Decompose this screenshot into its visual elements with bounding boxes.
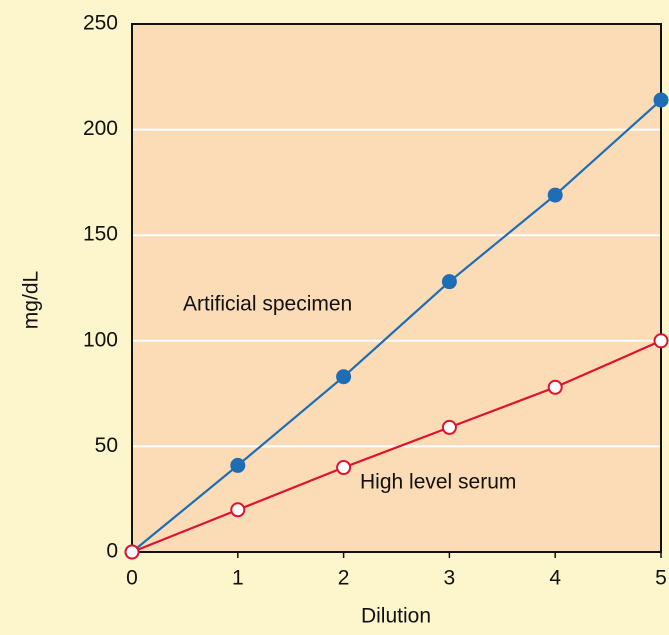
point bbox=[336, 369, 352, 385]
x-tick-label: 5 bbox=[655, 567, 667, 590]
point bbox=[653, 92, 669, 108]
plot-area bbox=[132, 24, 661, 552]
x-tick-label: 3 bbox=[444, 567, 456, 590]
point bbox=[230, 502, 246, 518]
y-tick-label: 50 bbox=[95, 434, 118, 457]
y-tick-label: 200 bbox=[83, 117, 118, 140]
y-axis-label: mg/dL bbox=[20, 271, 43, 329]
series-label: Artificial specimen bbox=[183, 293, 352, 316]
series-line bbox=[131, 99, 662, 553]
point bbox=[124, 544, 140, 560]
point bbox=[441, 274, 457, 290]
point bbox=[230, 457, 246, 473]
y-tick-label: 100 bbox=[83, 328, 118, 351]
point bbox=[547, 187, 563, 203]
y-tick-label: 0 bbox=[106, 540, 118, 563]
point bbox=[441, 419, 457, 435]
point bbox=[653, 333, 669, 349]
plot-frame bbox=[131, 23, 662, 553]
y-tick-label: 150 bbox=[83, 223, 118, 246]
x-tick-label: 1 bbox=[232, 567, 244, 590]
y-tick-label: 250 bbox=[83, 12, 118, 35]
x-axis-label: Dilution bbox=[361, 605, 431, 628]
series-label: High level serum bbox=[360, 471, 516, 494]
x-tick-label: 4 bbox=[549, 567, 561, 590]
series-line bbox=[131, 339, 662, 554]
point bbox=[336, 460, 352, 476]
point bbox=[547, 379, 563, 395]
x-tick-label: 2 bbox=[338, 567, 350, 590]
x-tick-label: 0 bbox=[126, 567, 138, 590]
